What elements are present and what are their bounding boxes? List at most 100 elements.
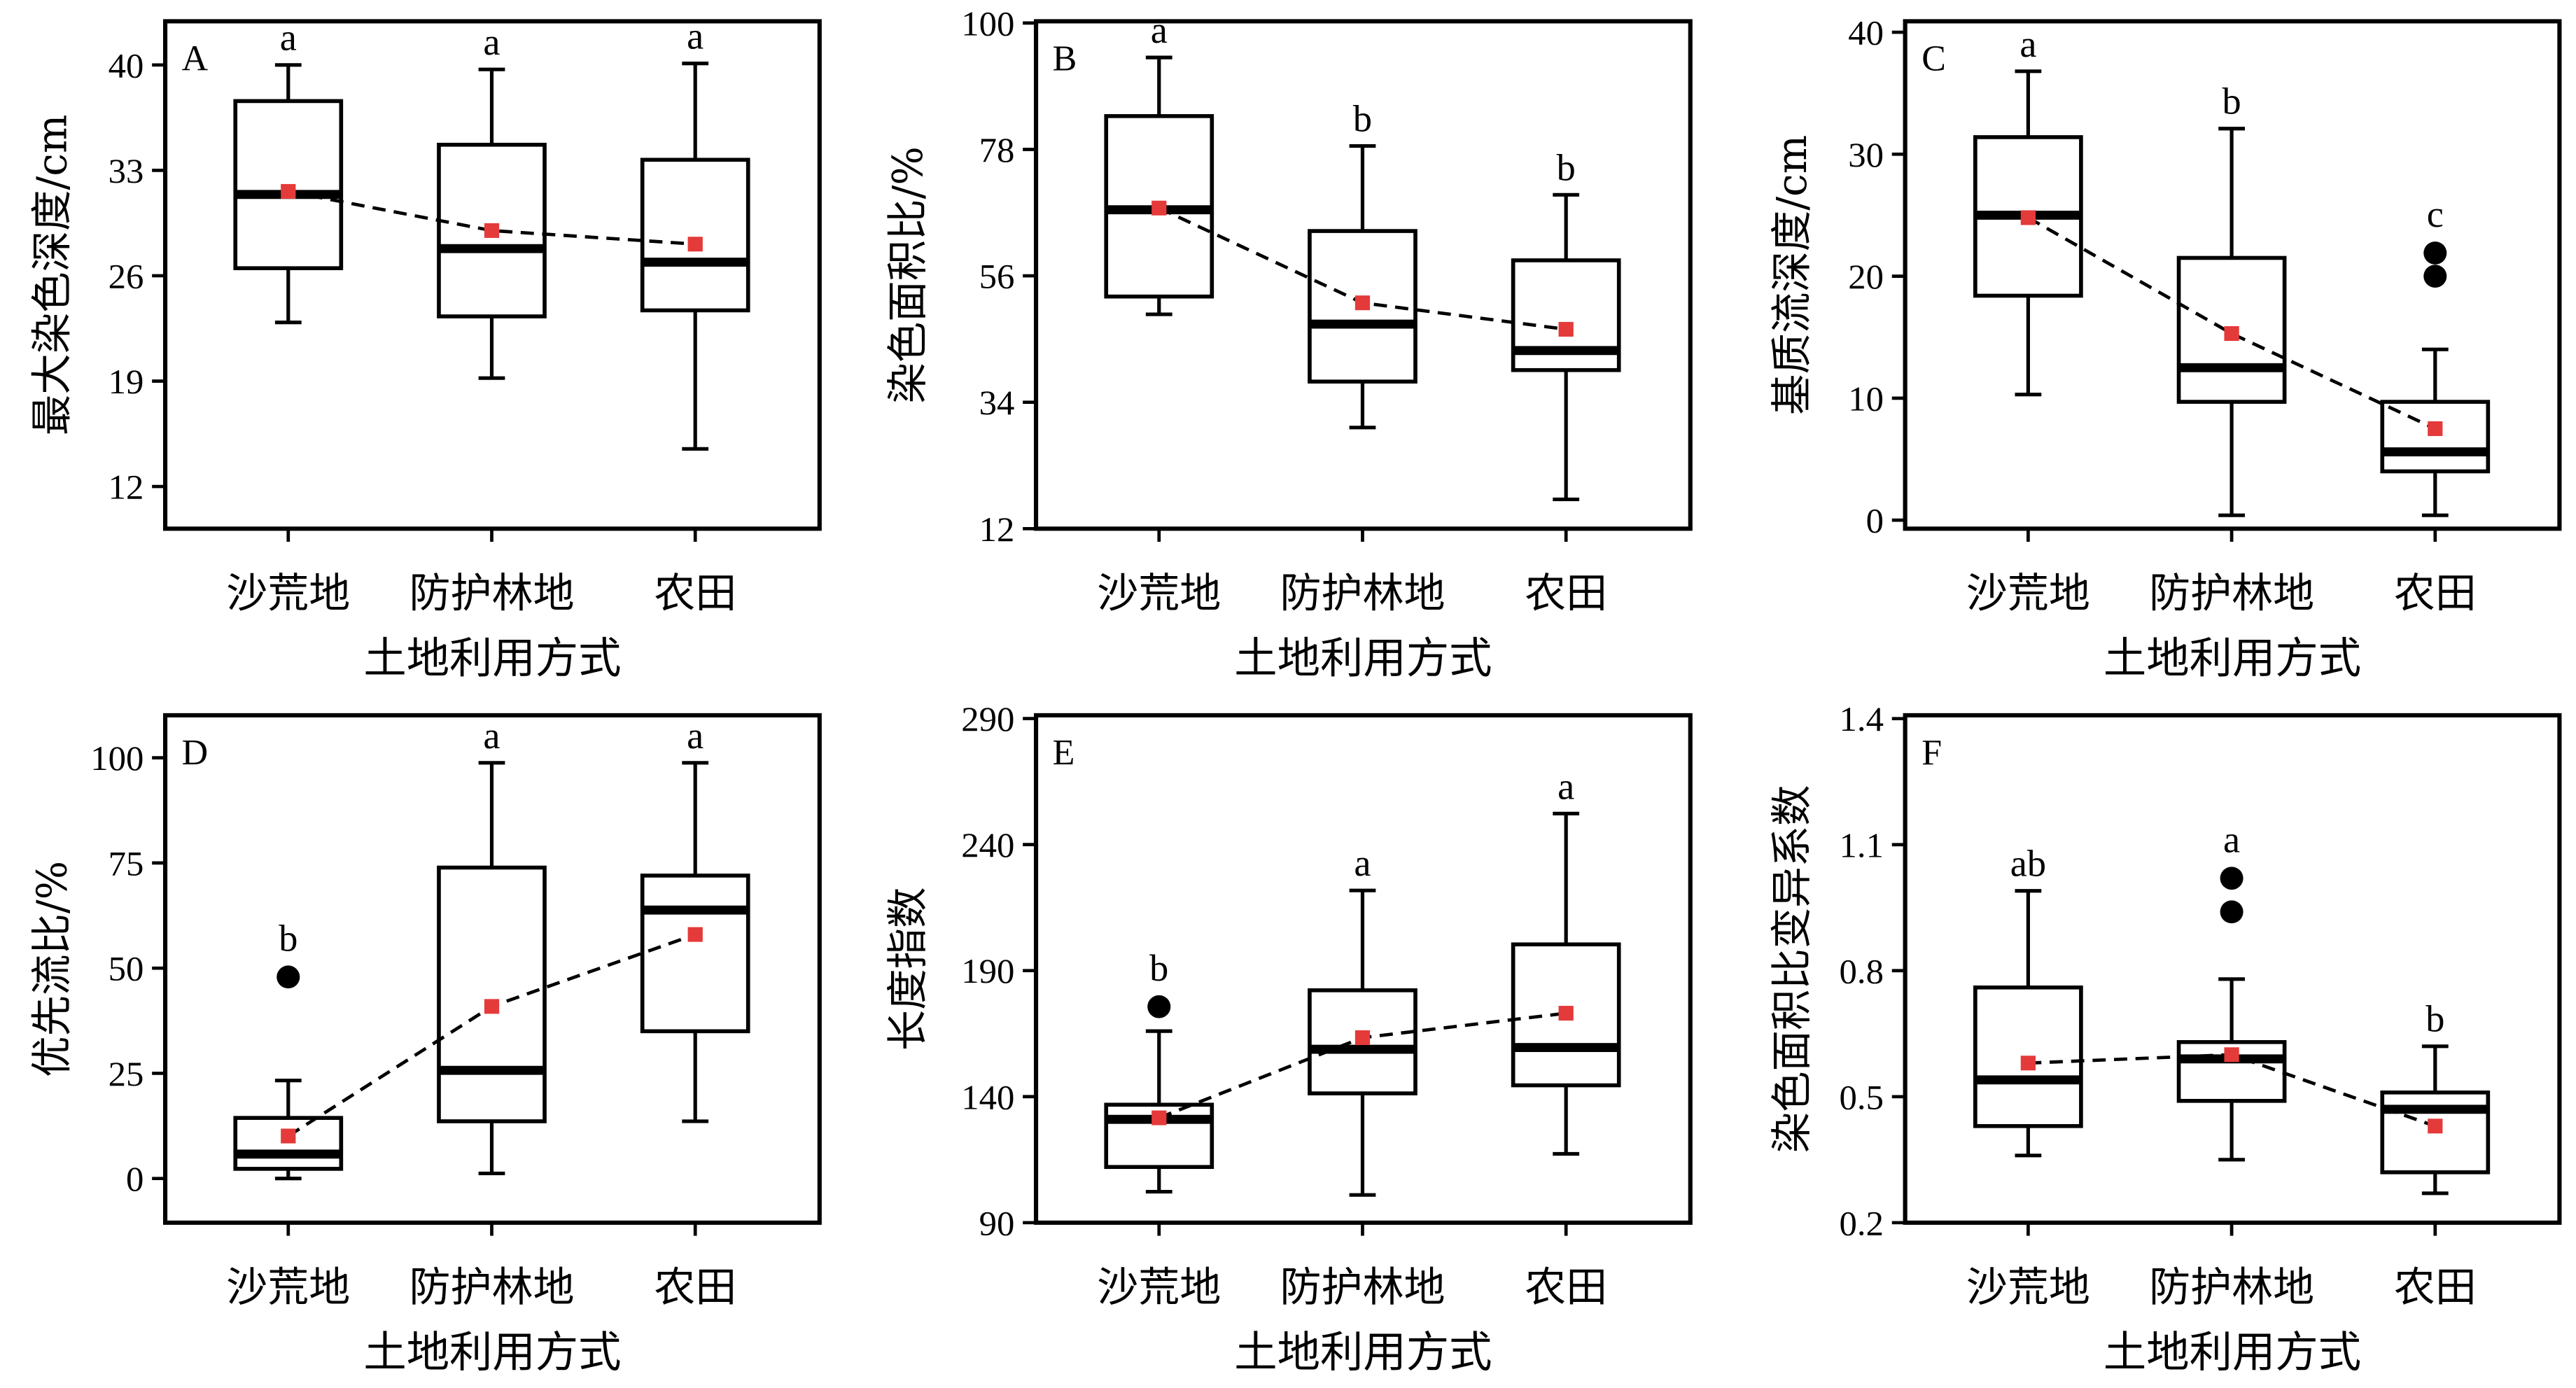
outlier-point [2220, 900, 2244, 924]
box-b-3 [1511, 192, 1621, 502]
x-axis: 沙荒地 防护林地 农田 [1966, 1222, 2477, 1311]
y-axis: 12 19 26 33 40 [108, 46, 166, 507]
x-tick-label: 沙荒地 [1966, 1263, 2090, 1311]
box-b-1 [1104, 55, 1214, 316]
significance-letter: b [1557, 147, 1576, 189]
y-axis-label: 染色面积比/% [883, 146, 932, 403]
y-tick-label: 0.8 [1840, 952, 1884, 991]
box-d-2 [437, 761, 547, 1176]
significance-letter: a [1354, 842, 1371, 884]
outlier-point [1147, 995, 1171, 1018]
box-a-3 [640, 62, 750, 451]
mean-marker [2020, 210, 2036, 225]
mean-marker [1152, 1110, 1167, 1126]
significance-letter: c [2427, 193, 2444, 235]
plot-frame [1033, 19, 1693, 531]
y-tick-label: 33 [108, 151, 144, 190]
significance-letter: b [1353, 98, 1372, 140]
mean-marker [1558, 1006, 1574, 1021]
y-tick-label: 0.5 [1840, 1078, 1884, 1117]
x-axis-label: 土地利用方式 [2104, 1328, 2361, 1378]
y-tick-label: 12 [108, 468, 144, 507]
y-tick-label: 26 [108, 257, 144, 296]
panel-label: F [1921, 733, 1942, 773]
plot-frame [1903, 713, 2562, 1225]
y-axis-label: 基质流深度/cm [1768, 135, 1816, 415]
x-axis-label: 土地利用方式 [2104, 633, 2361, 683]
box-iqr [437, 865, 547, 1123]
y-tick-label: 90 [979, 1204, 1015, 1243]
outlier-point [2423, 265, 2447, 288]
x-tick-label: 农田 [654, 1263, 736, 1311]
mean-marker [1354, 295, 1371, 311]
mean-marker [484, 999, 500, 1014]
y-tick-label: 10 [1848, 379, 1884, 419]
significance-letter: b [279, 918, 298, 960]
significance-letter: a [687, 715, 704, 757]
significance-letter: a [2019, 23, 2036, 65]
mean-marker [687, 237, 703, 252]
significance-letter: b [1149, 947, 1168, 989]
panel-label: C [1921, 39, 1946, 79]
y-tick-label: 100 [961, 4, 1014, 43]
significance-letter: a [483, 21, 500, 63]
y-tick-label: 0 [1866, 501, 1884, 540]
x-tick-label: 农田 [2394, 569, 2477, 617]
y-axis: 0.2 0.5 0.8 1.1 1.4 [1840, 699, 1905, 1242]
significance-letter: a [2223, 819, 2240, 861]
x-axis: 沙荒地 防护林地 农田 [226, 1222, 736, 1311]
significance-letter: b [2222, 80, 2241, 122]
y-axis-label: 染色面积比变异系数 [1768, 785, 1816, 1153]
outlier-point [2423, 241, 2447, 265]
y-tick-label: 1.1 [1840, 825, 1884, 864]
mean-marker [2224, 1047, 2239, 1063]
mean-marker [2428, 421, 2443, 436]
x-tick-label: 沙荒地 [1097, 1263, 1221, 1311]
significance-letter: a [483, 715, 500, 757]
box-f-3 [2380, 1044, 2491, 1196]
box-c-1 [1973, 69, 2083, 397]
panel-label: B [1053, 39, 1077, 79]
plot-frame [162, 713, 822, 1225]
x-tick-label: 农田 [654, 569, 736, 617]
x-tick-label: 防护林地 [1280, 1263, 1445, 1311]
y-axis-label: 优先流比/% [27, 861, 76, 1077]
plot-frame [1033, 713, 1693, 1225]
y-tick-label: 40 [108, 46, 144, 85]
y-tick-label: 12 [979, 510, 1015, 549]
plot-frame [1903, 19, 2562, 531]
x-axis-label: 土地利用方式 [1234, 1328, 1492, 1378]
y-tick-label: 0.2 [1840, 1204, 1884, 1243]
x-axis: 沙荒地 防护林地 农田 [1097, 528, 1607, 617]
box-iqr [640, 157, 750, 313]
y-tick-label: 56 [979, 257, 1015, 296]
y-axis-label: 最大染色深度/cm [27, 115, 76, 436]
y-tick-label: 75 [108, 844, 144, 883]
box-c-2 [2176, 127, 2287, 517]
x-tick-label: 沙荒地 [226, 569, 350, 617]
mean-marker [2020, 1056, 2036, 1071]
significance-letter: b [2426, 998, 2444, 1040]
mean-marker [1152, 200, 1167, 216]
x-axis-label: 土地利用方式 [363, 633, 621, 683]
y-tick-label: 50 [108, 949, 144, 988]
x-tick-label: 沙荒地 [1966, 569, 2090, 617]
significance-letter: a [280, 17, 297, 59]
x-axis: 沙荒地 防护林地 农田 [1966, 528, 2477, 617]
outlier-point [276, 965, 300, 989]
y-axis: 0 25 50 75 100 [90, 738, 166, 1198]
y-tick-label: 0 [126, 1159, 144, 1198]
mean-marker [687, 927, 703, 942]
mean-marker [281, 1128, 296, 1144]
x-tick-label: 农田 [1525, 1263, 1607, 1311]
y-tick-label: 290 [961, 699, 1014, 738]
mean-marker [2428, 1119, 2443, 1134]
x-tick-label: 防护林地 [2149, 569, 2314, 617]
y-axis: 12 34 56 78 100 [961, 4, 1037, 549]
y-tick-label: 40 [1848, 13, 1884, 52]
box-c-3 [2380, 241, 2491, 517]
